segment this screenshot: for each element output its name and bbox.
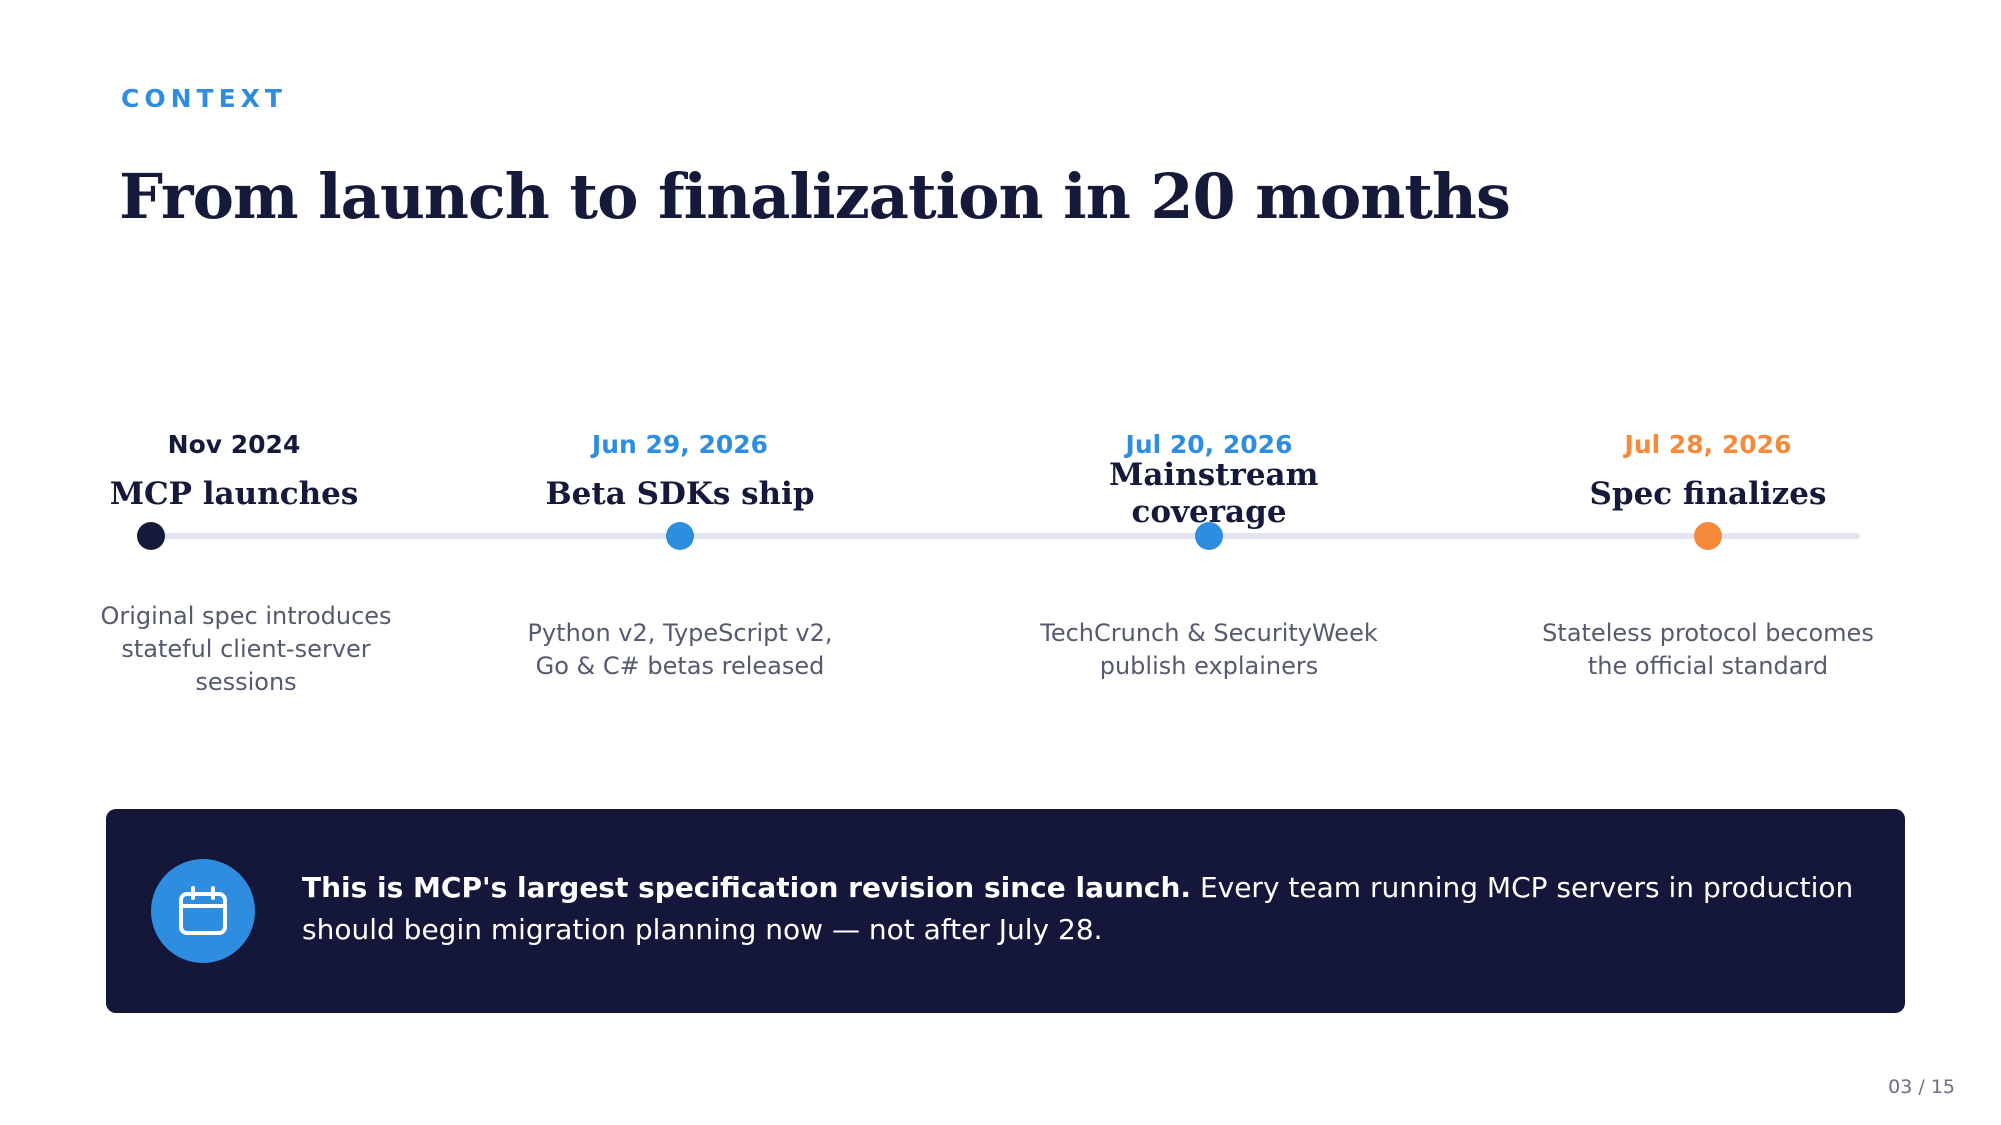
milestone-spec-finalizes: Jul 28, 2026 Spec finalizes Stateless pr… <box>1528 0 1888 720</box>
milestone-heading: MCP launches <box>109 476 359 512</box>
milestone-heading: Spec finalizes <box>1589 476 1827 512</box>
callout-body: Every team running MCP servers in produc… <box>302 871 1854 946</box>
milestone-description: TechCrunch & SecurityWeek publish explai… <box>1040 619 1378 680</box>
section-eyebrow: CONTEXT <box>121 84 287 113</box>
milestone-date: Jun 29, 2026 <box>591 430 769 459</box>
milestone-description: Original spec introduces stateful client… <box>100 602 392 696</box>
milestone-description: Stateless protocol becomes the official … <box>1542 619 1874 680</box>
milestone-dot <box>1694 522 1722 550</box>
calendar-icon <box>151 859 255 963</box>
milestone-dot <box>137 522 165 550</box>
callout-message: This is MCP's largest specification revi… <box>302 867 1862 951</box>
milestone-heading: Beta SDKs ship <box>545 476 815 512</box>
page-title: From launch to finalization in 20 months <box>119 160 1511 233</box>
milestone-description: Python v2, TypeScript v2, Go & C# betas … <box>527 619 833 680</box>
milestone-heading: Mainstream coverage <box>1109 457 1319 530</box>
milestone-date: Nov 2024 <box>167 430 301 459</box>
milestone-date: Jul 20, 2026 <box>1125 430 1293 459</box>
milestone-dot <box>666 522 694 550</box>
timeline: Nov 2024 MCP launches Original spec intr… <box>54 0 1888 720</box>
timeline-track <box>151 533 1860 539</box>
milestone-dot <box>1195 522 1223 550</box>
page-number: 03 / 15 <box>1888 1076 1955 1098</box>
milestone-launch: Nov 2024 MCP launches Original spec intr… <box>54 0 414 720</box>
callout-emphasis: This is MCP's largest specification revi… <box>302 871 1192 904</box>
milestone-date: Jul 28, 2026 <box>1624 430 1792 459</box>
migration-callout: This is MCP's largest specification revi… <box>106 809 1905 1013</box>
milestone-coverage: Jul 20, 2026 Mainstream coverage TechCru… <box>1029 0 1389 720</box>
milestone-beta-sdks: Jun 29, 2026 Beta SDKs ship Python v2, T… <box>500 0 860 720</box>
